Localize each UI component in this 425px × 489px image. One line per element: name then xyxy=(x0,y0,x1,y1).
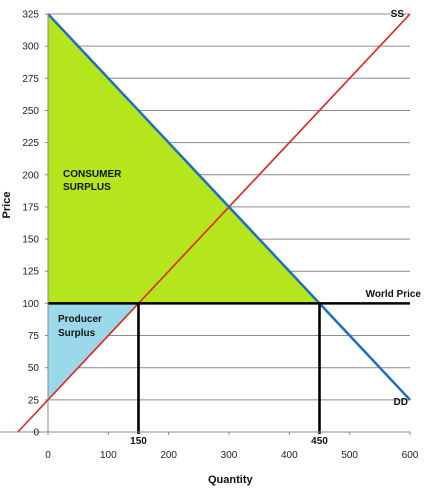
producer-surplus-label-line2: Surplus xyxy=(58,328,96,339)
annotations: SS DD World Price CONSUMER SURPLUS Producer Su… xyxy=(58,9,421,408)
y-tick-label: 25 xyxy=(28,395,40,406)
x-tick-label: 300 xyxy=(221,450,238,461)
y-axis-title: Price xyxy=(1,192,13,219)
quantity-markers: 150 450 xyxy=(130,303,328,447)
x-tick-label: 200 xyxy=(160,450,177,461)
y-tick-label: 50 xyxy=(28,363,40,374)
y-tick-label: 275 xyxy=(22,74,39,85)
x-tick-label: 0 xyxy=(45,450,51,461)
y-tick-labels: 0 25 50 75 100 125 150 175 200 225 250 275 300 325 xyxy=(22,10,39,439)
y-tick-label: 75 xyxy=(28,331,40,342)
y-tick-label: 175 xyxy=(22,202,39,213)
x-tick-labels: 0 100 200 300 400 500 600 xyxy=(45,450,419,461)
x-tick-label: 500 xyxy=(341,450,358,461)
quantity-marker-label: 150 xyxy=(130,436,147,447)
y-tick-label: 250 xyxy=(22,106,39,117)
producer-surplus-label-line1: Producer xyxy=(58,314,102,325)
y-tick-label: 150 xyxy=(22,235,39,246)
y-tick-label: 100 xyxy=(22,299,39,310)
x-axis-title: Quantity xyxy=(208,474,253,486)
x-tick-label: 600 xyxy=(402,450,419,461)
supply-label: SS xyxy=(391,9,405,20)
world-price-label: World Price xyxy=(366,289,422,300)
series-lines xyxy=(17,13,411,433)
y-tick-label: 200 xyxy=(22,170,39,181)
consumer-surplus-label-line2: SURPLUS xyxy=(63,182,111,193)
x-tick-label: 100 xyxy=(100,450,117,461)
y-tick-label: 225 xyxy=(22,138,39,149)
y-tick-label: 300 xyxy=(22,42,39,53)
demand-line xyxy=(47,13,411,401)
demand-label: DD xyxy=(394,397,408,408)
y-tick-label: 0 xyxy=(33,428,39,439)
y-tick-label: 125 xyxy=(22,267,39,278)
y-tick-label: 325 xyxy=(22,10,39,21)
consumer-surplus-label-line1: CONSUMER xyxy=(63,169,122,180)
supply-line xyxy=(17,13,411,433)
quantity-marker-label: 450 xyxy=(311,436,328,447)
axes xyxy=(0,14,410,433)
x-tick-label: 400 xyxy=(281,450,298,461)
